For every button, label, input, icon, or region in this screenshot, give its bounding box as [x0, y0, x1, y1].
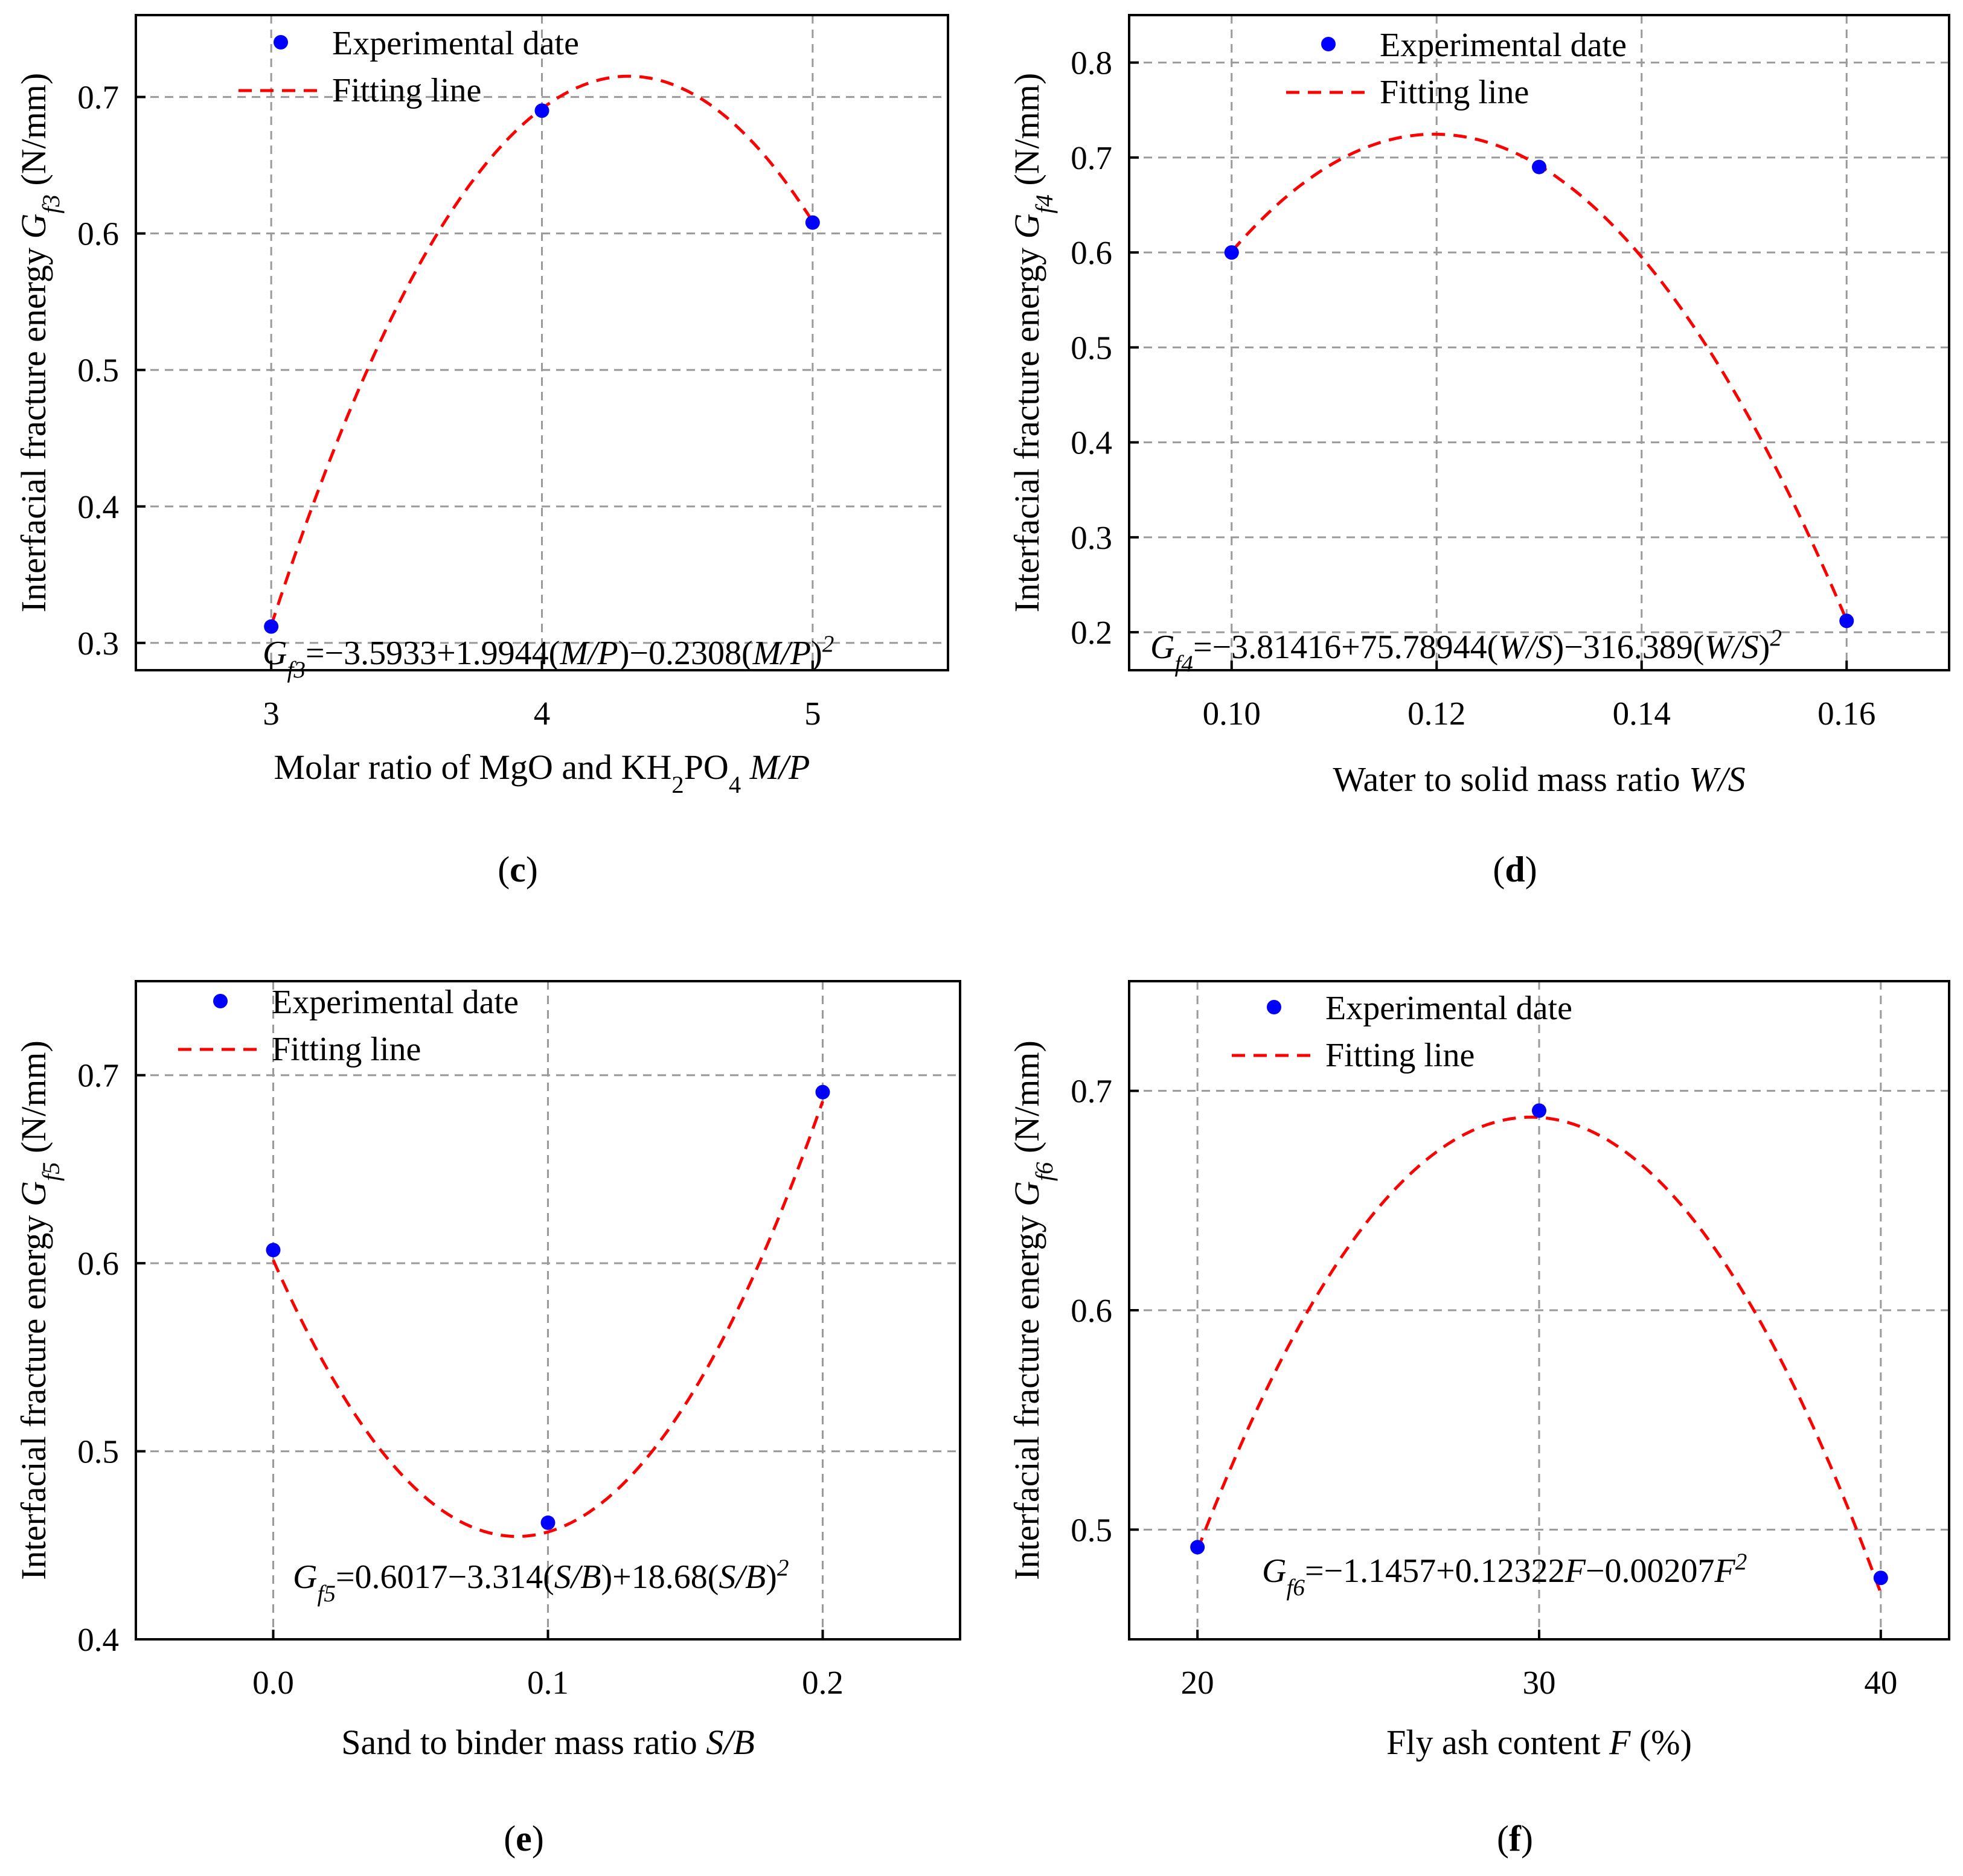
x-tick-label: 20: [1181, 1664, 1214, 1701]
x-tick-label: 3: [263, 695, 280, 732]
y-axis-label: Interfacial fracture energy Gf4 (N/mm): [1007, 73, 1058, 613]
y-tick-label: 0.4: [77, 1621, 119, 1658]
fit-equation: Gf6=−1.1457+0.12322F−0.00207F2: [1262, 1549, 1747, 1601]
data-point: [815, 1084, 830, 1100]
legend-line-label: Fitting line: [1325, 1037, 1475, 1074]
x-tick-label: 0.2: [802, 1664, 844, 1701]
y-axis-label: Interfacial fracture energy Gf3 (N/mm): [14, 73, 65, 613]
chart-panel-e: 0.0 0.1 0.2 0.4 0.5 0.6 0.7 Experimental date Fi…: [14, 980, 961, 1858]
data-point: [1532, 159, 1546, 174]
y-tick-label: 0.8: [1071, 45, 1112, 82]
y-tick-label: 0.7: [1071, 1073, 1112, 1110]
y-tick-label: 0.4: [77, 488, 119, 525]
legend-line-label: Fitting line: [272, 1031, 421, 1068]
legend-point-marker: [213, 994, 228, 1008]
legend-points-label: Experimental date: [272, 984, 519, 1021]
fitting-line: [272, 1101, 824, 1538]
data-point: [266, 1243, 281, 1258]
x-tick-label: 0.14: [1613, 695, 1671, 732]
x-axis-label: Molar ratio of MgO and KH2PO4 M/P: [274, 748, 810, 798]
y-tick-label: 0.6: [77, 1245, 119, 1282]
legend-point-marker: [1267, 1000, 1281, 1014]
y-tick-label: 0.3: [1071, 519, 1112, 556]
x-axis-label: Sand to binder mass ratio S/B: [341, 1723, 755, 1762]
chart-panel-f: 20 30 40 0.5 0.6 0.7 Experimental date Fitting …: [1007, 980, 1950, 1858]
fit-equation: Gf3=−3.5933+1.9944(M/P)−0.2308(M/P)2: [263, 631, 834, 683]
y-tick-label: 0.4: [1071, 424, 1112, 461]
y-tick-label: 0.7: [1071, 139, 1112, 176]
y-tick-label: 0.5: [1071, 329, 1112, 366]
legend-points-label: Experimental date: [332, 25, 579, 62]
chart-panel-d: 0.10 0.12 0.14 0.16 0.2 0.3 0.4 0.5 0.6 0.7 0.8 Exp…: [1007, 14, 1950, 889]
legend-points-label: Experimental date: [1325, 990, 1572, 1027]
y-axis-label: Interfacial fracture energy Gf5 (N/mm): [14, 1040, 65, 1580]
x-tick-label: 5: [804, 695, 821, 732]
legend: Experimental date Fitting line: [1232, 990, 1572, 1074]
x-tick-label: 4: [534, 695, 551, 732]
y-tick-label: 0.7: [77, 79, 119, 116]
data-point: [1190, 1540, 1205, 1555]
data-point: [1873, 1570, 1888, 1586]
chart-panel-c: 3 4 5 0.3 0.4 0.5 0.6 0.7 Experimental date Fitti…: [14, 14, 949, 889]
fit-equation: Gf5=0.6017−3.314(S/B)+18.68(S/B)2: [293, 1555, 789, 1607]
legend: Experimental date Fitting line: [239, 25, 579, 109]
x-tick-label: 0.16: [1817, 695, 1875, 732]
panel-label: (c): [498, 850, 538, 889]
data-point: [1839, 613, 1854, 629]
legend-line-label: Fitting line: [332, 72, 481, 109]
y-tick-label: 0.5: [77, 1433, 119, 1470]
panel-label: (f): [1497, 1819, 1533, 1858]
x-tick-label: 0.1: [527, 1664, 569, 1701]
legend-point-marker: [1321, 37, 1336, 51]
x-tick-label: 0.12: [1407, 695, 1465, 732]
y-tick-label: 0.5: [1071, 1511, 1112, 1548]
legend: Experimental date Fitting line: [178, 984, 519, 1068]
legend: Experimental date Fitting line: [1286, 27, 1627, 111]
legend-points-label: Experimental date: [1380, 27, 1627, 64]
fitting-line: [1196, 1115, 1883, 1594]
plot-frame: [1128, 14, 1950, 671]
y-tick-label: 0.3: [77, 625, 119, 662]
data-point: [540, 1515, 556, 1530]
data-point: [1532, 1103, 1546, 1118]
y-axis-label: Interfacial fracture energy Gf6 (N/mm): [1007, 1040, 1058, 1580]
legend-point-marker: [274, 35, 288, 50]
fitting-line: [1230, 132, 1848, 621]
legend-line-label: Fitting line: [1380, 74, 1529, 111]
x-tick-label: 0.10: [1203, 695, 1261, 732]
data-point: [805, 215, 820, 230]
x-tick-label: 0.0: [252, 1664, 294, 1701]
y-tick-label: 0.7: [77, 1057, 119, 1094]
y-tick-label: 0.6: [1071, 234, 1112, 271]
plot-frame: [135, 980, 961, 1641]
x-tick-label: 40: [1864, 1664, 1897, 1701]
y-tick-label: 0.5: [77, 352, 119, 389]
x-tick-label: 30: [1523, 1664, 1556, 1701]
data-point: [534, 103, 549, 118]
fit-equation: Gf4=−3.81416+75.78944(W/S)−316.389(W/S)2: [1150, 625, 1782, 677]
x-axis-label: Fly ash content F (%): [1386, 1723, 1692, 1762]
y-tick-label: 0.6: [77, 216, 119, 252]
data-point: [1224, 245, 1239, 260]
panel-label: (d): [1493, 850, 1537, 889]
data-point: [264, 619, 279, 634]
x-axis-label: Water to solid mass ratio W/S: [1333, 760, 1745, 799]
panel-label: (e): [504, 1819, 544, 1858]
y-tick-label: 0.2: [1071, 614, 1112, 651]
y-tick-label: 0.6: [1071, 1292, 1112, 1329]
